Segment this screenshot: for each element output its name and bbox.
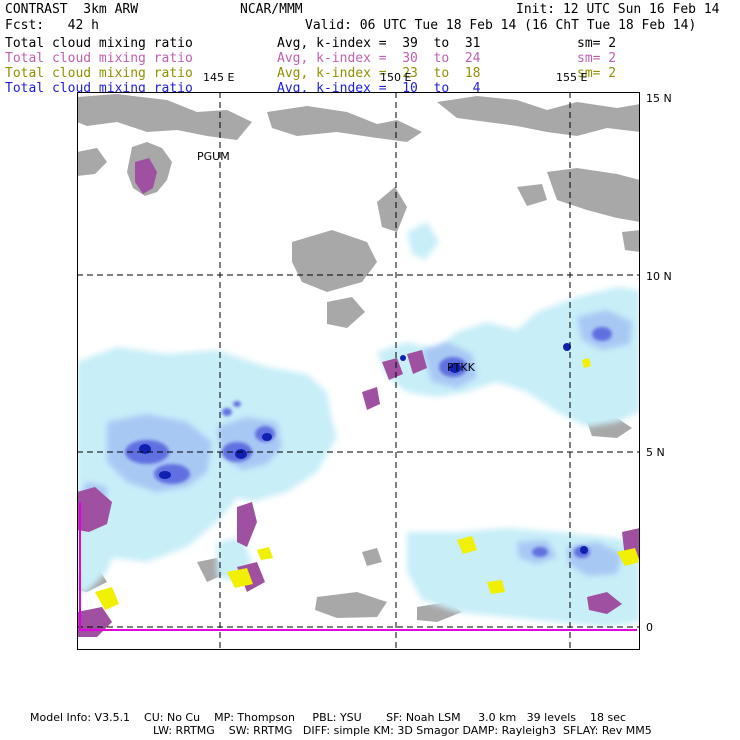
lat-label-10n: 10 N	[646, 270, 672, 283]
org-label: NCAR/MMM	[240, 2, 303, 17]
cloud-purple	[77, 158, 640, 637]
init-time: Init: 12 UTC Sun 16 Feb 14	[516, 2, 720, 17]
lon-label-145: 145 E	[203, 71, 235, 84]
station-ptkk: PTKK	[447, 361, 475, 374]
legend-avg-1: Avg, k-index = 39 to 31	[277, 36, 481, 51]
legend-avg-2: Avg, k-index = 30 to 24	[277, 51, 481, 66]
inner-domain-boundary	[79, 502, 637, 631]
legend-field-2: Total cloud mixing ratio	[5, 51, 193, 66]
legend-sm-1: sm= 2	[577, 36, 617, 51]
lat-label-5n: 5 N	[646, 446, 665, 459]
lat-label-15n: 15 N	[646, 92, 672, 105]
forecast-map: PGUM PTKK	[77, 92, 640, 650]
lat-label-eq: 0	[646, 621, 653, 634]
legend-field-3: Total cloud mixing ratio	[5, 66, 193, 81]
legend-field-1: Total cloud mixing ratio	[5, 36, 193, 51]
valid-time: Valid: 06 UTC Tue 18 Feb 14 (16 ChT Tue …	[305, 18, 697, 33]
map-canvas	[77, 92, 640, 650]
lon-label-150: 150 E	[380, 71, 412, 84]
model-title: CONTRAST 3km ARW	[5, 2, 139, 17]
model-info-line1: Model Info: V3.5.1 CU: No Cu MP: Thompso…	[30, 711, 627, 724]
model-info-line2: LW: RRTMG SW: RRTMG DIFF: simple KM: 3D …	[153, 724, 652, 737]
legend-avg-3: Avg, k-index = 23 to 18	[277, 66, 481, 81]
graticule	[77, 92, 640, 650]
forecast-hour: Fcst: 42 h	[5, 18, 99, 33]
lon-label-155: 155 E	[556, 71, 588, 84]
cloud-yellow	[95, 358, 640, 610]
legend-sm-2: sm= 2	[577, 51, 617, 66]
legend-sm-3: sm= 2	[577, 66, 617, 81]
station-pgum: PGUM	[197, 150, 230, 163]
